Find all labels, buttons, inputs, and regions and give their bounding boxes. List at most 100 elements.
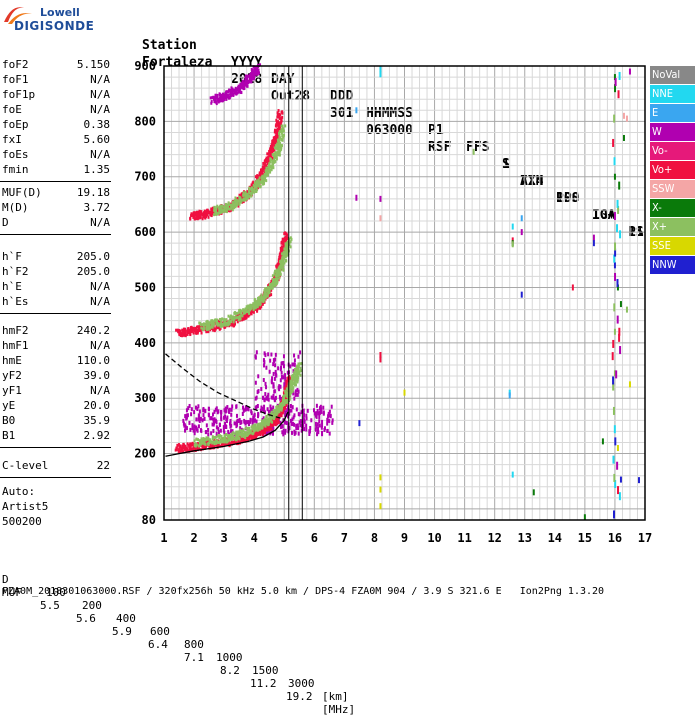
true-height-profile [165,411,289,457]
trace-point [279,246,282,250]
trace-point [262,161,265,165]
spread-echo-point [294,392,297,397]
x-tick-label: 9 [401,531,408,545]
trace-point [272,412,275,416]
trace-point [244,426,247,430]
spread-echo-point [262,408,265,413]
scattered-echo-point [617,205,620,214]
scattered-echo-point [379,486,382,493]
trace-point [255,179,258,183]
spread-echo-point [272,405,275,410]
spread-echo-point [308,429,311,434]
trace-point [242,317,245,321]
trace-point [213,442,216,446]
trace-point [211,325,214,329]
scattered-echo-point [612,138,615,147]
spread-echo-point [217,430,220,435]
trace-point [175,448,178,452]
trace-point [278,263,281,267]
trace-point [238,195,241,199]
spread-echo-point [224,406,227,411]
trace-point [276,269,279,273]
trace-point [222,97,225,101]
trace-point [265,166,268,170]
spread-echo-point [192,428,195,433]
trace-point [299,366,302,370]
trace-point [267,160,270,164]
spread-echo-point [284,428,287,433]
trace-point [274,144,277,148]
trace-point [278,153,281,157]
trace-point [237,435,240,439]
trace-point [254,184,257,188]
trace-point [210,100,213,104]
trace-point [264,174,267,178]
trace-point [220,440,223,444]
spread-echo-point [318,411,321,416]
spread-echo-point [235,420,238,425]
trace-point [216,94,219,98]
trace-point [226,440,229,444]
trace-point [253,429,256,433]
trace-point [283,400,286,404]
trace-point [243,432,246,436]
trace-point [279,136,282,140]
trace-point [279,413,282,417]
trace-point [220,444,223,448]
spread-echo-point [194,405,197,410]
trace-point [270,279,273,283]
trace-point [237,439,240,443]
trace-point [255,69,258,73]
trace-point [210,207,213,211]
trace-point [276,115,279,119]
param-yE: yE 20.0 [2,399,110,412]
trace-point [276,277,279,281]
trace-point [268,290,271,294]
spread-echo-point [267,409,270,414]
trace-point [228,202,231,206]
trace-point [251,310,254,314]
trace-point [270,427,273,431]
trace-point [297,362,300,366]
trace-point [225,90,228,94]
trace-point [210,326,213,330]
spread-echo-point [262,358,265,363]
trace-point [275,118,278,122]
trace-point [198,447,201,451]
trace-point [217,97,220,101]
spread-echo-point [231,404,234,409]
spread-echo-point [294,430,297,435]
trace-point [271,420,274,424]
trace-point [276,123,279,127]
trace-point [286,376,289,380]
spread-echo-point [326,421,329,426]
trace-point [239,432,242,436]
trace-point [225,438,228,442]
trace-point [280,147,283,151]
trace-point [285,391,288,395]
spread-echo-point [296,387,299,392]
scattered-echo-point [379,215,382,222]
spread-echo-point [235,424,238,429]
trace-point [280,245,283,249]
trace-point [246,194,249,198]
trace-point [252,431,255,435]
scattered-echo-point [613,114,616,123]
trace-point [279,407,282,411]
spread-echo-point [331,418,334,423]
trace-point [236,437,239,441]
spread-echo-point [282,364,285,369]
trace-point [238,309,241,313]
trace-point [289,376,292,380]
trace-point [251,427,254,431]
spread-echo-point [216,410,219,415]
scattered-echo-point [358,420,361,427]
trace-point [278,405,281,409]
spread-echo-point [302,408,305,413]
trace-point [182,442,185,446]
trace-point [233,440,236,444]
trace-point [202,441,205,445]
spread-echo-point [300,428,303,433]
trace-point [265,169,268,173]
trace-point [239,308,242,312]
